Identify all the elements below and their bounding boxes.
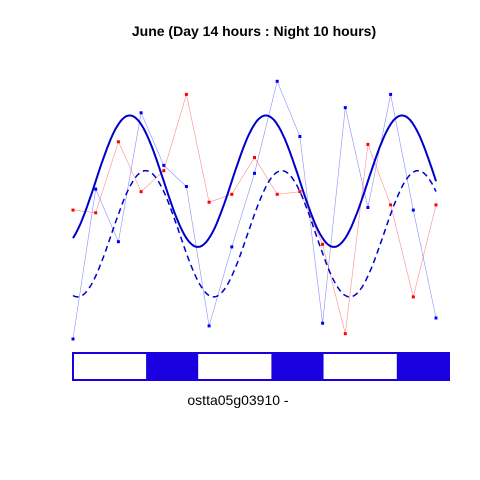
day-night-bar-border (72, 352, 450, 381)
series-2-fit (72, 114, 437, 248)
series-1-point (321, 242, 325, 246)
series-0-point (116, 240, 120, 244)
series-0-point (94, 187, 98, 191)
day-segment (73, 353, 147, 380)
series-1-point (434, 203, 438, 207)
series-1-point (298, 190, 302, 194)
series-0-point (275, 79, 279, 83)
series-0-point (366, 206, 370, 209)
series-1-point (253, 156, 256, 159)
series-1-point (275, 192, 279, 196)
series-0-point (343, 106, 347, 110)
day-segment (198, 353, 272, 380)
series-1-point (116, 140, 120, 144)
night-segment (271, 353, 324, 380)
series-1-point (71, 208, 75, 212)
series-1-point (162, 169, 166, 173)
series-0-point (162, 163, 166, 167)
night-segment (146, 353, 199, 380)
series-0-point (298, 135, 302, 138)
series-0-point (207, 324, 211, 328)
series-0-point (184, 185, 188, 188)
series-0-point (411, 208, 415, 212)
plot-area (71, 79, 438, 341)
series-1-point (184, 92, 188, 96)
series-1-point (230, 192, 234, 196)
series-1-point (139, 190, 143, 194)
gene-label: ostta05g03910 - (187, 392, 289, 408)
series-0-point (389, 92, 393, 96)
series-1-point (343, 332, 347, 336)
series-0-point (434, 316, 438, 320)
series-1-point (207, 200, 211, 204)
chart-title: June (Day 14 hours : Night 10 hours) (132, 23, 376, 39)
series-0-point (71, 337, 75, 341)
night-segment (396, 353, 449, 380)
series-0-point (321, 321, 325, 325)
series-1-point (94, 211, 98, 215)
series-1-point (411, 295, 415, 299)
series-0-line (72, 80, 437, 340)
series-0-point (139, 111, 143, 115)
series-0-point (230, 245, 234, 249)
series-1-point (389, 203, 393, 207)
series-1-point (366, 142, 370, 146)
series-3-fit (72, 169, 437, 298)
day-night-bar (72, 352, 450, 381)
day-segment (323, 353, 397, 380)
series-0-point (253, 171, 256, 175)
